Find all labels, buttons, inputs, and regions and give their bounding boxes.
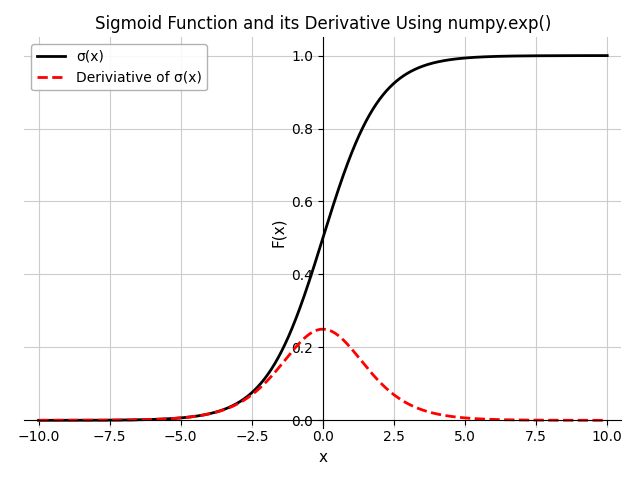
X-axis label: x: x <box>319 450 328 465</box>
σ(x) <box>488 54 496 60</box>
σ(x) <box>604 53 611 59</box>
Deriviative of σ(x) <box>604 418 611 423</box>
Deriviative of σ(x) <box>35 418 42 423</box>
Deriviative of σ(x) <box>265 376 273 382</box>
σ(x) <box>93 417 100 423</box>
Deriviative of σ(x) <box>319 326 326 332</box>
Deriviative of σ(x) <box>93 417 100 423</box>
Deriviative of σ(x) <box>426 409 433 415</box>
Line: Deriviative of σ(x): Deriviative of σ(x) <box>38 329 607 420</box>
σ(x) <box>478 54 486 60</box>
Title: Sigmoid Function and its Derivative Using numpy.exp(): Sigmoid Function and its Derivative Usin… <box>95 15 551 33</box>
Deriviative of σ(x) <box>285 352 293 358</box>
σ(x) <box>285 333 293 338</box>
σ(x) <box>35 418 42 423</box>
Line: σ(x): σ(x) <box>38 56 607 420</box>
Deriviative of σ(x) <box>479 416 486 422</box>
Deriviative of σ(x) <box>489 417 497 422</box>
σ(x) <box>265 371 273 376</box>
Legend: σ(x), Deriviative of σ(x): σ(x), Deriviative of σ(x) <box>31 44 207 90</box>
Y-axis label: F(x): F(x) <box>271 218 285 247</box>
σ(x) <box>425 61 433 67</box>
